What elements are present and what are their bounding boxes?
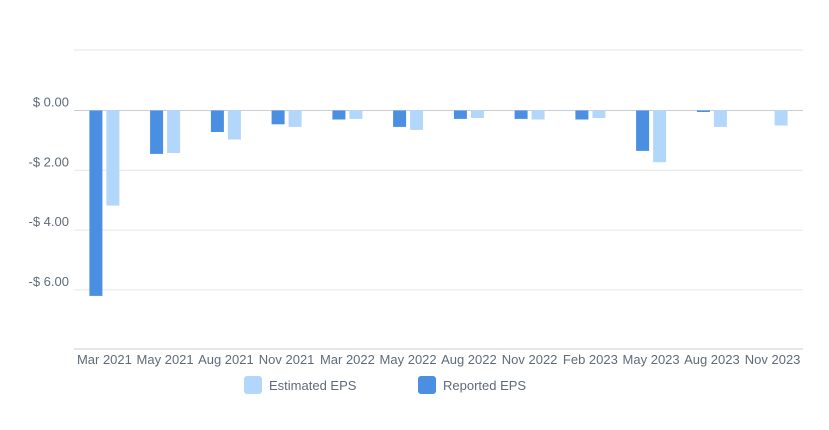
reported-eps-bar (332, 110, 346, 120)
legend-swatch (244, 376, 262, 394)
estimated-eps-bar (592, 110, 606, 118)
legend-label: Estimated EPS (269, 378, 357, 393)
legend-item[interactable]: Estimated EPS (244, 376, 357, 394)
estimated-eps-bar (653, 110, 667, 163)
x-tick-label: Nov 2021 (259, 352, 315, 367)
y-axis-tick-labels: $ 0.00 -$ 2.00 -$ 4.00 -$ 6.00 (29, 95, 69, 289)
estimated-eps-bar (106, 110, 120, 206)
x-tick-label: Aug 2022 (441, 352, 497, 367)
x-tick-label: Aug 2021 (198, 352, 254, 367)
reported-eps-bar (514, 110, 528, 119)
reported-eps-bar (575, 110, 589, 120)
x-tick-label: May 2022 (380, 352, 437, 367)
y-tick-label: $ 0.00 (33, 95, 69, 110)
legend-label: Reported EPS (443, 378, 526, 393)
x-tick-label: May 2023 (623, 352, 680, 367)
reported-eps-bar (393, 110, 407, 127)
estimated-eps-bar (167, 110, 181, 153)
estimated-eps-bar (410, 110, 424, 130)
reported-eps-bar (636, 110, 650, 151)
estimated-eps-bar (470, 110, 484, 118)
reported-eps-bar (89, 110, 103, 296)
x-tick-label: Mar 2021 (77, 352, 132, 367)
estimated-eps-bar (227, 110, 241, 140)
x-tick-label: Feb 2023 (563, 352, 618, 367)
reported-eps-bar (453, 110, 467, 119)
reported-eps-bar (271, 110, 285, 125)
estimated-eps-bar (531, 110, 545, 120)
y-tick-label: -$ 4.00 (29, 214, 69, 229)
reported-eps-bar (210, 110, 224, 132)
estimated-eps-bar (774, 110, 788, 126)
legend-swatch (418, 376, 436, 394)
y-tick-label: -$ 2.00 (29, 154, 69, 169)
estimated-eps-bar (713, 110, 727, 127)
x-tick-label: Mar 2022 (320, 352, 375, 367)
x-tick-label: May 2021 (137, 352, 194, 367)
estimated-eps-bar (288, 110, 302, 127)
x-tick-label: Nov 2023 (745, 352, 801, 367)
estimated-eps-bar (349, 110, 363, 119)
legend: Estimated EPS Reported EPS (244, 376, 526, 394)
x-tick-label: Aug 2023 (684, 352, 740, 367)
bars (89, 110, 788, 296)
reported-eps-bar (696, 110, 710, 112)
reported-eps-bar (150, 110, 164, 154)
y-tick-label: -$ 6.00 (29, 274, 69, 289)
legend-item[interactable]: Reported EPS (418, 376, 526, 394)
x-tick-label: Nov 2022 (502, 352, 558, 367)
grid-lines (74, 49, 803, 350)
x-axis-tick-labels: Mar 2021 May 2021 Aug 2021 Nov 2021 Mar 2022… (77, 352, 800, 367)
